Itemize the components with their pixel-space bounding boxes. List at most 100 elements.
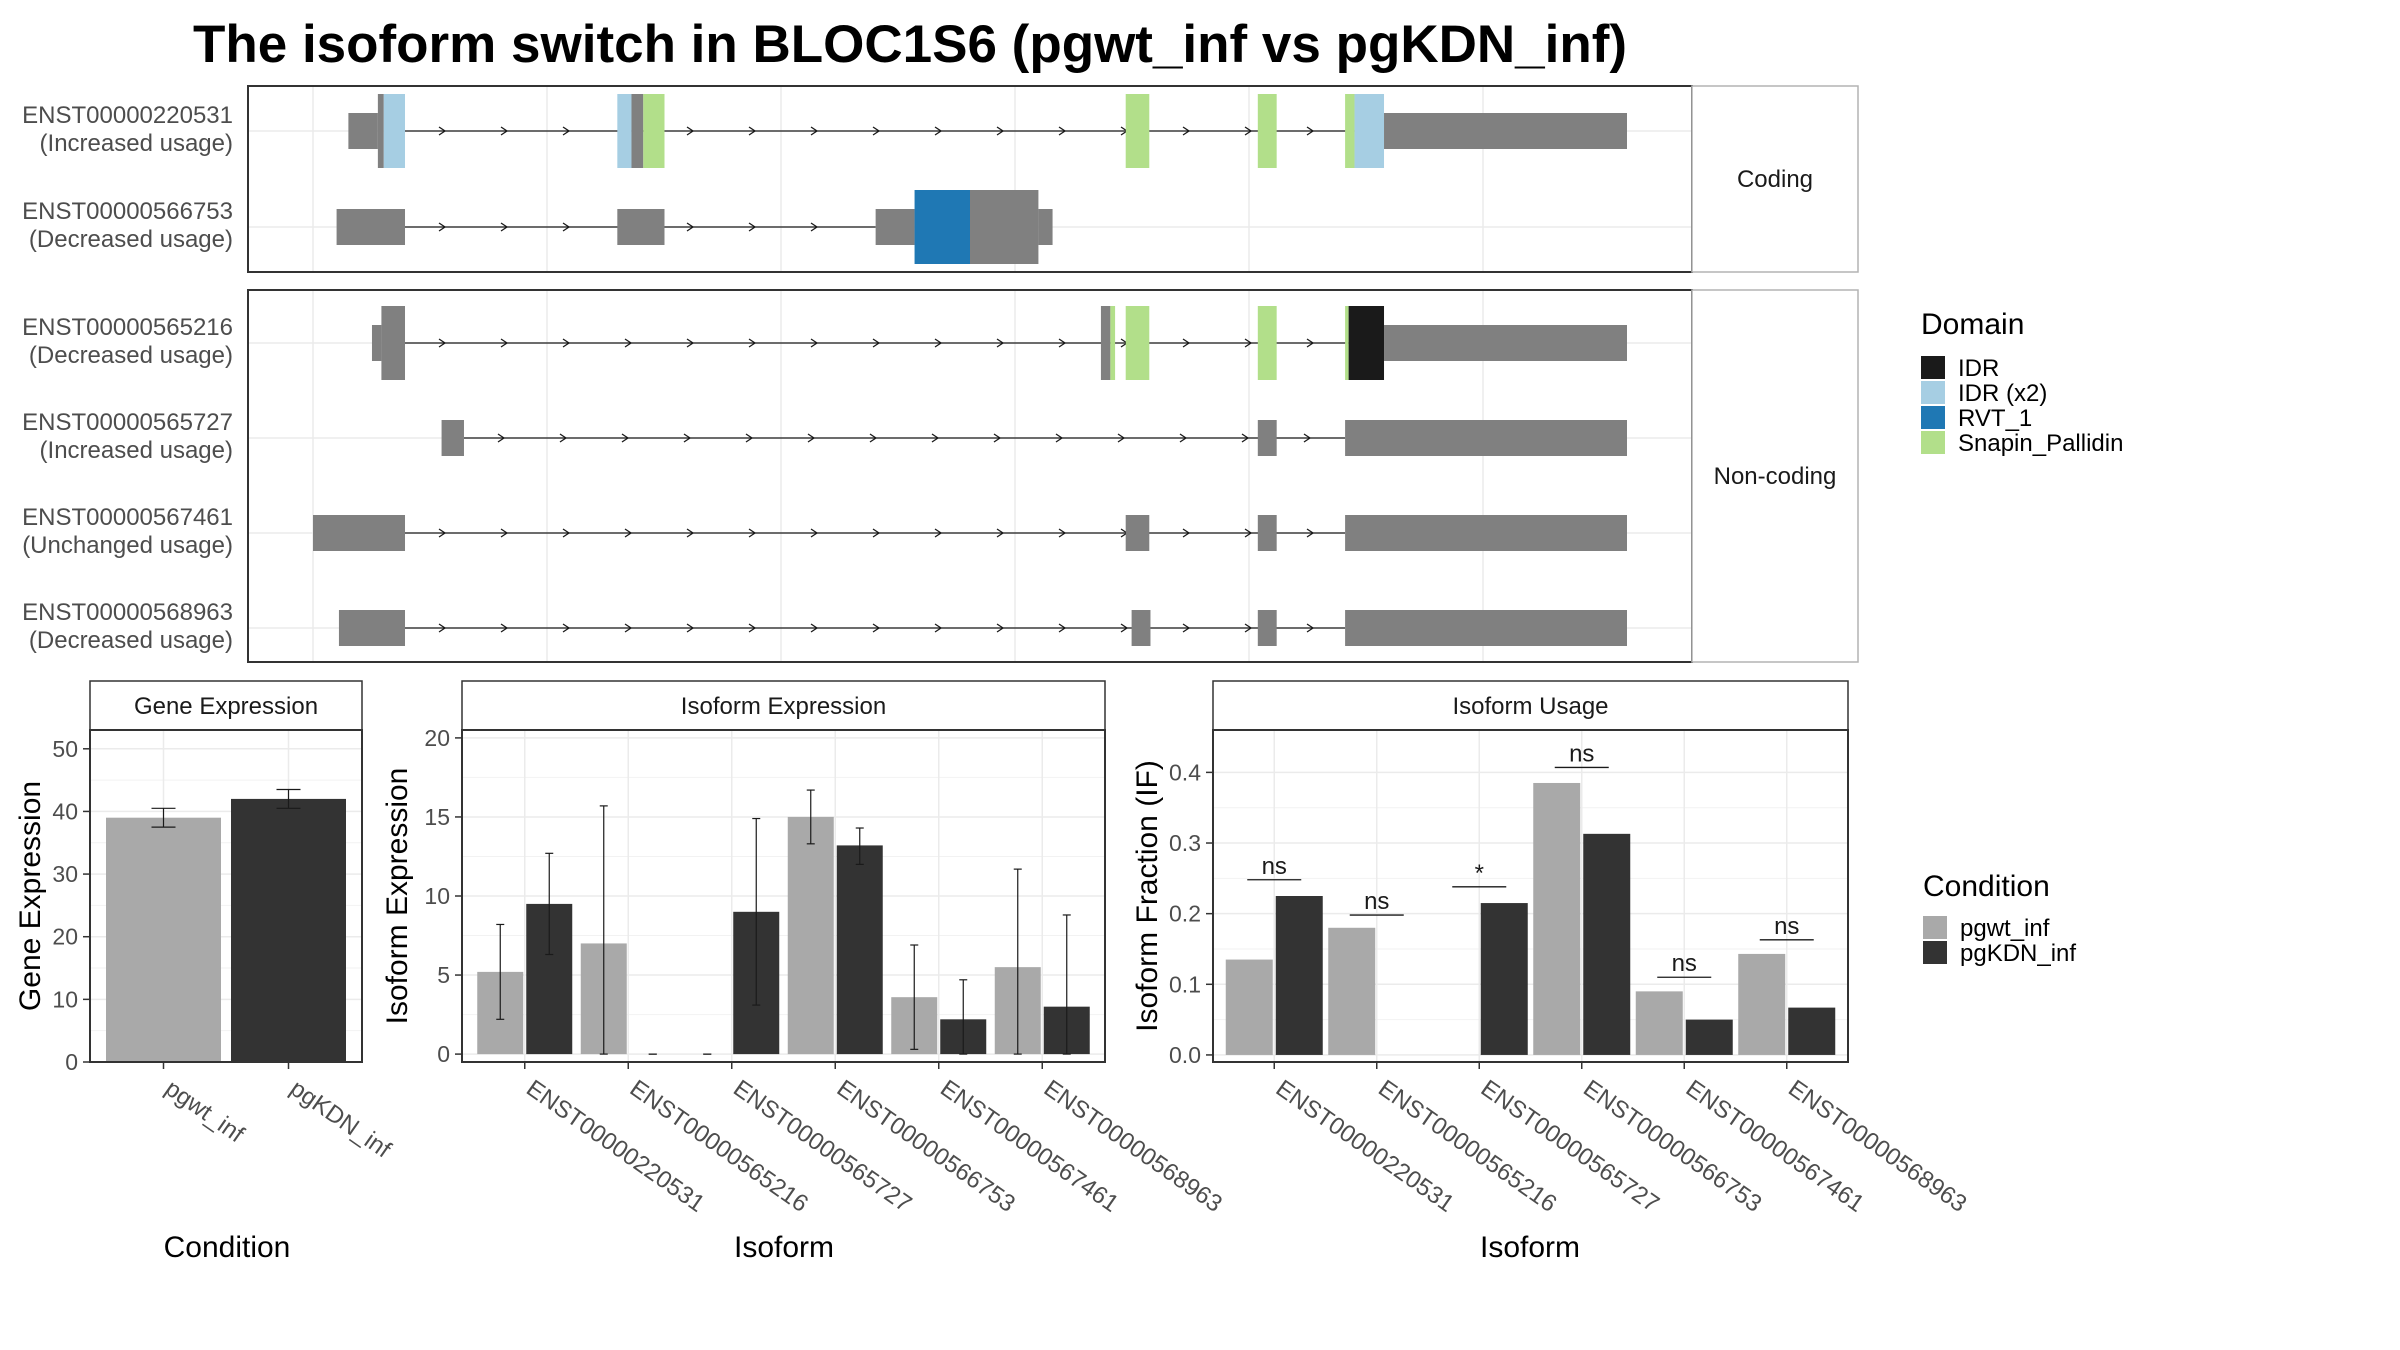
intron-arrow xyxy=(686,222,695,232)
x-axis-tick-label: ENST00000220531 xyxy=(1271,1075,1459,1218)
intron-arrow xyxy=(934,623,943,633)
x-axis-tick-label: ENST00000220531 xyxy=(521,1075,709,1218)
intron-arrow xyxy=(872,126,881,136)
intron-arrow xyxy=(559,433,568,443)
figure-title: The isoform switch in BLOC1S6 (pgwt_inf … xyxy=(193,15,1627,74)
y-axis-tick-label: 15 xyxy=(424,804,450,830)
intron-arrow xyxy=(810,623,819,633)
intron-arrow xyxy=(1182,126,1191,136)
bar xyxy=(836,845,883,1055)
intron-arrow xyxy=(621,433,630,443)
y-axis-tick-label: 30 xyxy=(52,861,78,887)
intron-arrow xyxy=(1303,433,1312,443)
domain-block xyxy=(1125,94,1150,168)
significance-label: ns xyxy=(1672,950,1697,977)
intron-arrow xyxy=(996,126,1005,136)
exon-block xyxy=(336,209,406,245)
intron-arrow xyxy=(745,433,754,443)
intron-arrow xyxy=(872,528,881,538)
significance-label: ns xyxy=(1262,853,1287,880)
intron-arrow xyxy=(1244,528,1253,538)
exon-block xyxy=(1100,306,1111,380)
intron-arrow xyxy=(1058,528,1067,538)
domain-block xyxy=(1110,306,1116,380)
intron-arrow xyxy=(624,528,633,538)
intron-arrow xyxy=(1117,433,1126,443)
x-axis-tick-label: ENST00000565727 xyxy=(728,1075,916,1218)
transcript-id-label: ENST00000568963 xyxy=(22,599,233,626)
bar xyxy=(1225,959,1273,1055)
y-axis-tick-label: 0.2 xyxy=(1169,901,1201,927)
y-axis-tick-label: 40 xyxy=(52,798,78,824)
x-axis-title: Condition xyxy=(164,1231,291,1264)
intron-arrow xyxy=(562,623,571,633)
intron-arrow xyxy=(686,623,695,633)
bar xyxy=(1480,903,1528,1055)
intron-arrow xyxy=(1182,528,1191,538)
intron-arrow xyxy=(996,623,1005,633)
intron-arrow xyxy=(1120,623,1129,633)
intron-arrow xyxy=(1179,433,1188,443)
bar xyxy=(1328,927,1376,1055)
structure-facet-strip xyxy=(1691,289,1859,663)
y-axis-tick-label: 5 xyxy=(437,962,450,988)
transcript-usage-label: (Decreased usage) xyxy=(29,226,233,253)
intron-arrow xyxy=(562,528,571,538)
exon-block xyxy=(1384,325,1627,361)
y-axis-title: Isoform Fraction (IF) xyxy=(1131,760,1164,1032)
x-axis-tick-label: ENST00000568963 xyxy=(1783,1075,1971,1218)
intron-arrow xyxy=(934,528,943,538)
domain-legend-label: Snapin_Pallidin xyxy=(1958,430,2123,457)
exon-block xyxy=(631,94,644,168)
intron-arrow xyxy=(500,623,509,633)
intron-arrow xyxy=(934,126,943,136)
bar xyxy=(231,798,346,1062)
exon-block xyxy=(1257,515,1277,551)
bar xyxy=(1685,1019,1733,1055)
bar xyxy=(787,816,834,1055)
intron-arrow xyxy=(438,126,447,136)
bar xyxy=(1533,782,1581,1055)
x-axis-tick-label: ENST00000567461 xyxy=(1681,1075,1869,1218)
transcript-usage-label: (Unchanged usage) xyxy=(22,532,233,559)
exon-block xyxy=(441,420,464,456)
exon-block xyxy=(875,209,915,245)
intron-arrow xyxy=(1244,338,1253,348)
exon-block xyxy=(970,190,1039,264)
y-axis-tick-label: 20 xyxy=(424,725,450,751)
transcript-usage-label: (Decreased usage) xyxy=(29,627,233,654)
structure-facet-strip xyxy=(1691,85,1859,273)
facet-strip-label: Non-coding xyxy=(1714,463,1837,490)
transcript-id-label: ENST00000566753 xyxy=(22,198,233,225)
chart-panel-title: Isoform Usage xyxy=(1452,693,1608,720)
intron-arrow xyxy=(1241,433,1250,443)
intron-arrow xyxy=(562,338,571,348)
x-axis-title: Isoform xyxy=(1480,1231,1580,1264)
intron-arrow xyxy=(562,222,571,232)
domain-legend-swatch xyxy=(1921,406,1945,429)
exon-block xyxy=(1257,420,1277,456)
x-axis-title: Isoform xyxy=(734,1231,834,1264)
bar xyxy=(1738,953,1786,1055)
significance-label: * xyxy=(1475,860,1484,887)
intron-arrow xyxy=(869,433,878,443)
intron-arrow xyxy=(1182,338,1191,348)
y-axis-tick-label: 50 xyxy=(52,736,78,762)
condition-legend-label: pgKDN_inf xyxy=(1960,940,2076,967)
intron-arrow xyxy=(993,433,1002,443)
x-axis-tick-label: ENST00000565216 xyxy=(1373,1075,1561,1218)
intron-arrow xyxy=(562,126,571,136)
intron-arrow xyxy=(810,222,819,232)
domain-block xyxy=(617,94,632,168)
intron-arrow xyxy=(686,126,695,136)
intron-arrow xyxy=(748,528,757,538)
intron-arrow xyxy=(438,338,447,348)
intron-arrow xyxy=(438,623,447,633)
intron-arrow xyxy=(1244,623,1253,633)
x-axis-tick-label: ENST00000565727 xyxy=(1476,1075,1664,1218)
intron-arrow xyxy=(624,338,633,348)
intron-arrow xyxy=(996,528,1005,538)
bar xyxy=(1788,1007,1836,1055)
